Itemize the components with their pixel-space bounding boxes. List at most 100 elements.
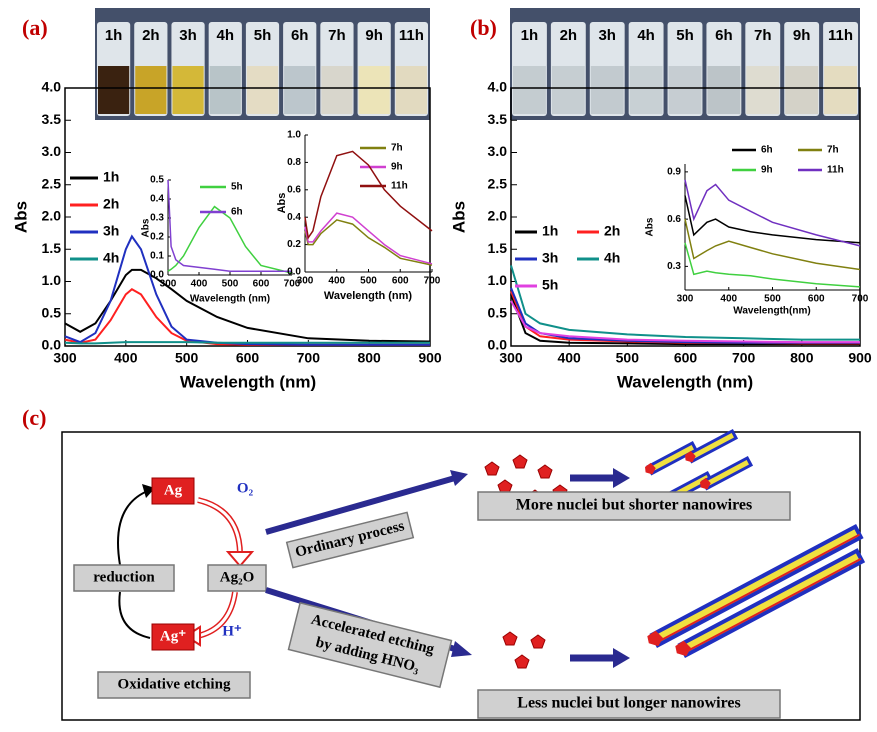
- y-tick-label: 4.0: [42, 79, 62, 95]
- y-tick-label: 1.5: [42, 240, 62, 256]
- y-tick-label: 1.5: [488, 240, 508, 256]
- vial-label: 6h: [715, 27, 733, 44]
- y-tick-label: 0.6: [667, 214, 681, 225]
- legend-label: 5h: [542, 277, 558, 293]
- vial-liquid: [746, 66, 779, 114]
- y-tick-label: 0.5: [150, 175, 164, 186]
- ag-label: Ag: [164, 482, 183, 498]
- legend-label: 1h: [103, 169, 119, 185]
- vial-liquid: [321, 66, 352, 114]
- vial-label: 2h: [560, 27, 578, 44]
- vial-label: 1h: [521, 27, 539, 44]
- x-tick-label: 700: [732, 349, 756, 365]
- x-tick-label: 500: [616, 349, 640, 365]
- x-tick-label: 700: [852, 294, 869, 305]
- y-tick-label: 1.0: [42, 272, 62, 288]
- x-tick-label: 400: [328, 276, 345, 287]
- vial-label: 9h: [365, 27, 383, 44]
- y-axis-label: Abs: [11, 201, 30, 233]
- less-label: Less nuclei but longer nanowires: [517, 695, 740, 712]
- y-tick-label: 2.5: [488, 175, 508, 191]
- y-tick-label: 0.0: [488, 337, 508, 353]
- y-tick-label: 3.0: [488, 143, 508, 159]
- x-tick-label: 900: [848, 349, 872, 365]
- y-tick-label: 0.4: [150, 194, 164, 205]
- x-axis-label: Wavelength (nm): [617, 372, 753, 391]
- x-tick-label: 700: [297, 349, 321, 365]
- vial-label: 11h: [399, 27, 424, 44]
- legend-label: 2h: [604, 223, 620, 239]
- plot-frame: [65, 88, 430, 346]
- x-tick-label: 500: [360, 276, 377, 287]
- panel-label: (c): [22, 405, 46, 430]
- y-tick-label: 0.1: [150, 251, 164, 262]
- vial-liquid: [591, 66, 624, 114]
- vial-label: 7h: [328, 27, 346, 44]
- y-tick-label: 3.5: [488, 111, 508, 127]
- y-tick-label: 0.6: [287, 184, 301, 195]
- more-label: More nuclei but shorter nanowires: [516, 497, 752, 514]
- x-tick-label: 400: [114, 349, 138, 365]
- legend-label: 4h: [103, 250, 119, 266]
- vial-label: 5h: [676, 27, 694, 44]
- ag-plus-label: Ag⁺: [160, 628, 186, 644]
- diagram: Ag O₂ Ag₂O reduction Ag⁺ H⁺ Oxidative et…: [62, 429, 863, 720]
- series-line: [685, 196, 860, 243]
- x-tick-label: 600: [674, 349, 698, 365]
- y-axis-label: Abs: [141, 218, 152, 237]
- x-tick-label: 600: [236, 349, 260, 365]
- y-tick-label: 2.0: [42, 208, 62, 224]
- oxidative-label: Oxidative etching: [118, 676, 231, 692]
- y-tick-label: 2.0: [488, 208, 508, 224]
- y-tick-label: 3.0: [42, 143, 62, 159]
- x-tick-label: 400: [191, 279, 208, 290]
- o2-label: O₂: [237, 480, 254, 496]
- y-tick-label: 0.0: [287, 267, 301, 278]
- vial-liquid: [396, 66, 427, 114]
- reduction-label: reduction: [93, 569, 155, 585]
- page: (a) (b) (c) 1h2h3h4h5h6h7h9h11h1h2h3h4h5…: [0, 0, 877, 732]
- legend-label: 3h: [542, 250, 558, 266]
- x-tick-label: 600: [392, 276, 409, 287]
- legend-label: 9h: [391, 162, 403, 173]
- x-tick-label: 500: [175, 349, 199, 365]
- vial-label: 4h: [637, 27, 655, 44]
- x-tick-label: 600: [808, 294, 825, 305]
- vial-liquid: [210, 66, 241, 114]
- x-axis-label: Wavelength(nm): [733, 306, 810, 317]
- vial-liquid: [824, 66, 857, 114]
- y-tick-label: 0.3: [150, 213, 164, 224]
- legend-label: 6h: [761, 145, 773, 156]
- vial-label: 3h: [179, 27, 197, 44]
- legend-label: 4h: [604, 250, 620, 266]
- legend-label: 2h: [103, 196, 119, 212]
- x-axis-label: Wavelength (nm): [190, 294, 270, 305]
- y-tick-label: 0.0: [150, 270, 164, 281]
- vial-label: 3h: [598, 27, 616, 44]
- y-tick-label: 2.5: [42, 175, 62, 191]
- vial-label: 4h: [217, 27, 235, 44]
- series-line: [685, 243, 860, 287]
- legend-label: 1h: [542, 223, 558, 239]
- y-tick-label: 0.3: [667, 261, 681, 272]
- x-tick-label: 700: [424, 276, 441, 287]
- y-tick-label: 0.2: [150, 232, 164, 243]
- x-tick-label: 800: [790, 349, 814, 365]
- vial-liquid: [707, 66, 740, 114]
- vial-liquid: [630, 66, 663, 114]
- vial-label: 6h: [291, 27, 309, 44]
- vial-liquid: [669, 66, 702, 114]
- vial-label: 2h: [142, 27, 160, 44]
- vial-label: 7h: [754, 27, 772, 44]
- y-tick-label: 0.0: [42, 337, 62, 353]
- legend-label: 7h: [391, 143, 403, 154]
- vial-liquid: [359, 66, 390, 114]
- vial-liquid: [284, 66, 315, 114]
- y-axis-label: Abs: [449, 201, 468, 233]
- panel-label: (b): [470, 15, 497, 40]
- y-tick-label: 1.0: [287, 130, 301, 141]
- legend-label: 6h: [231, 207, 243, 218]
- y-tick-label: 0.4: [287, 212, 301, 223]
- vial-liquid: [98, 66, 129, 114]
